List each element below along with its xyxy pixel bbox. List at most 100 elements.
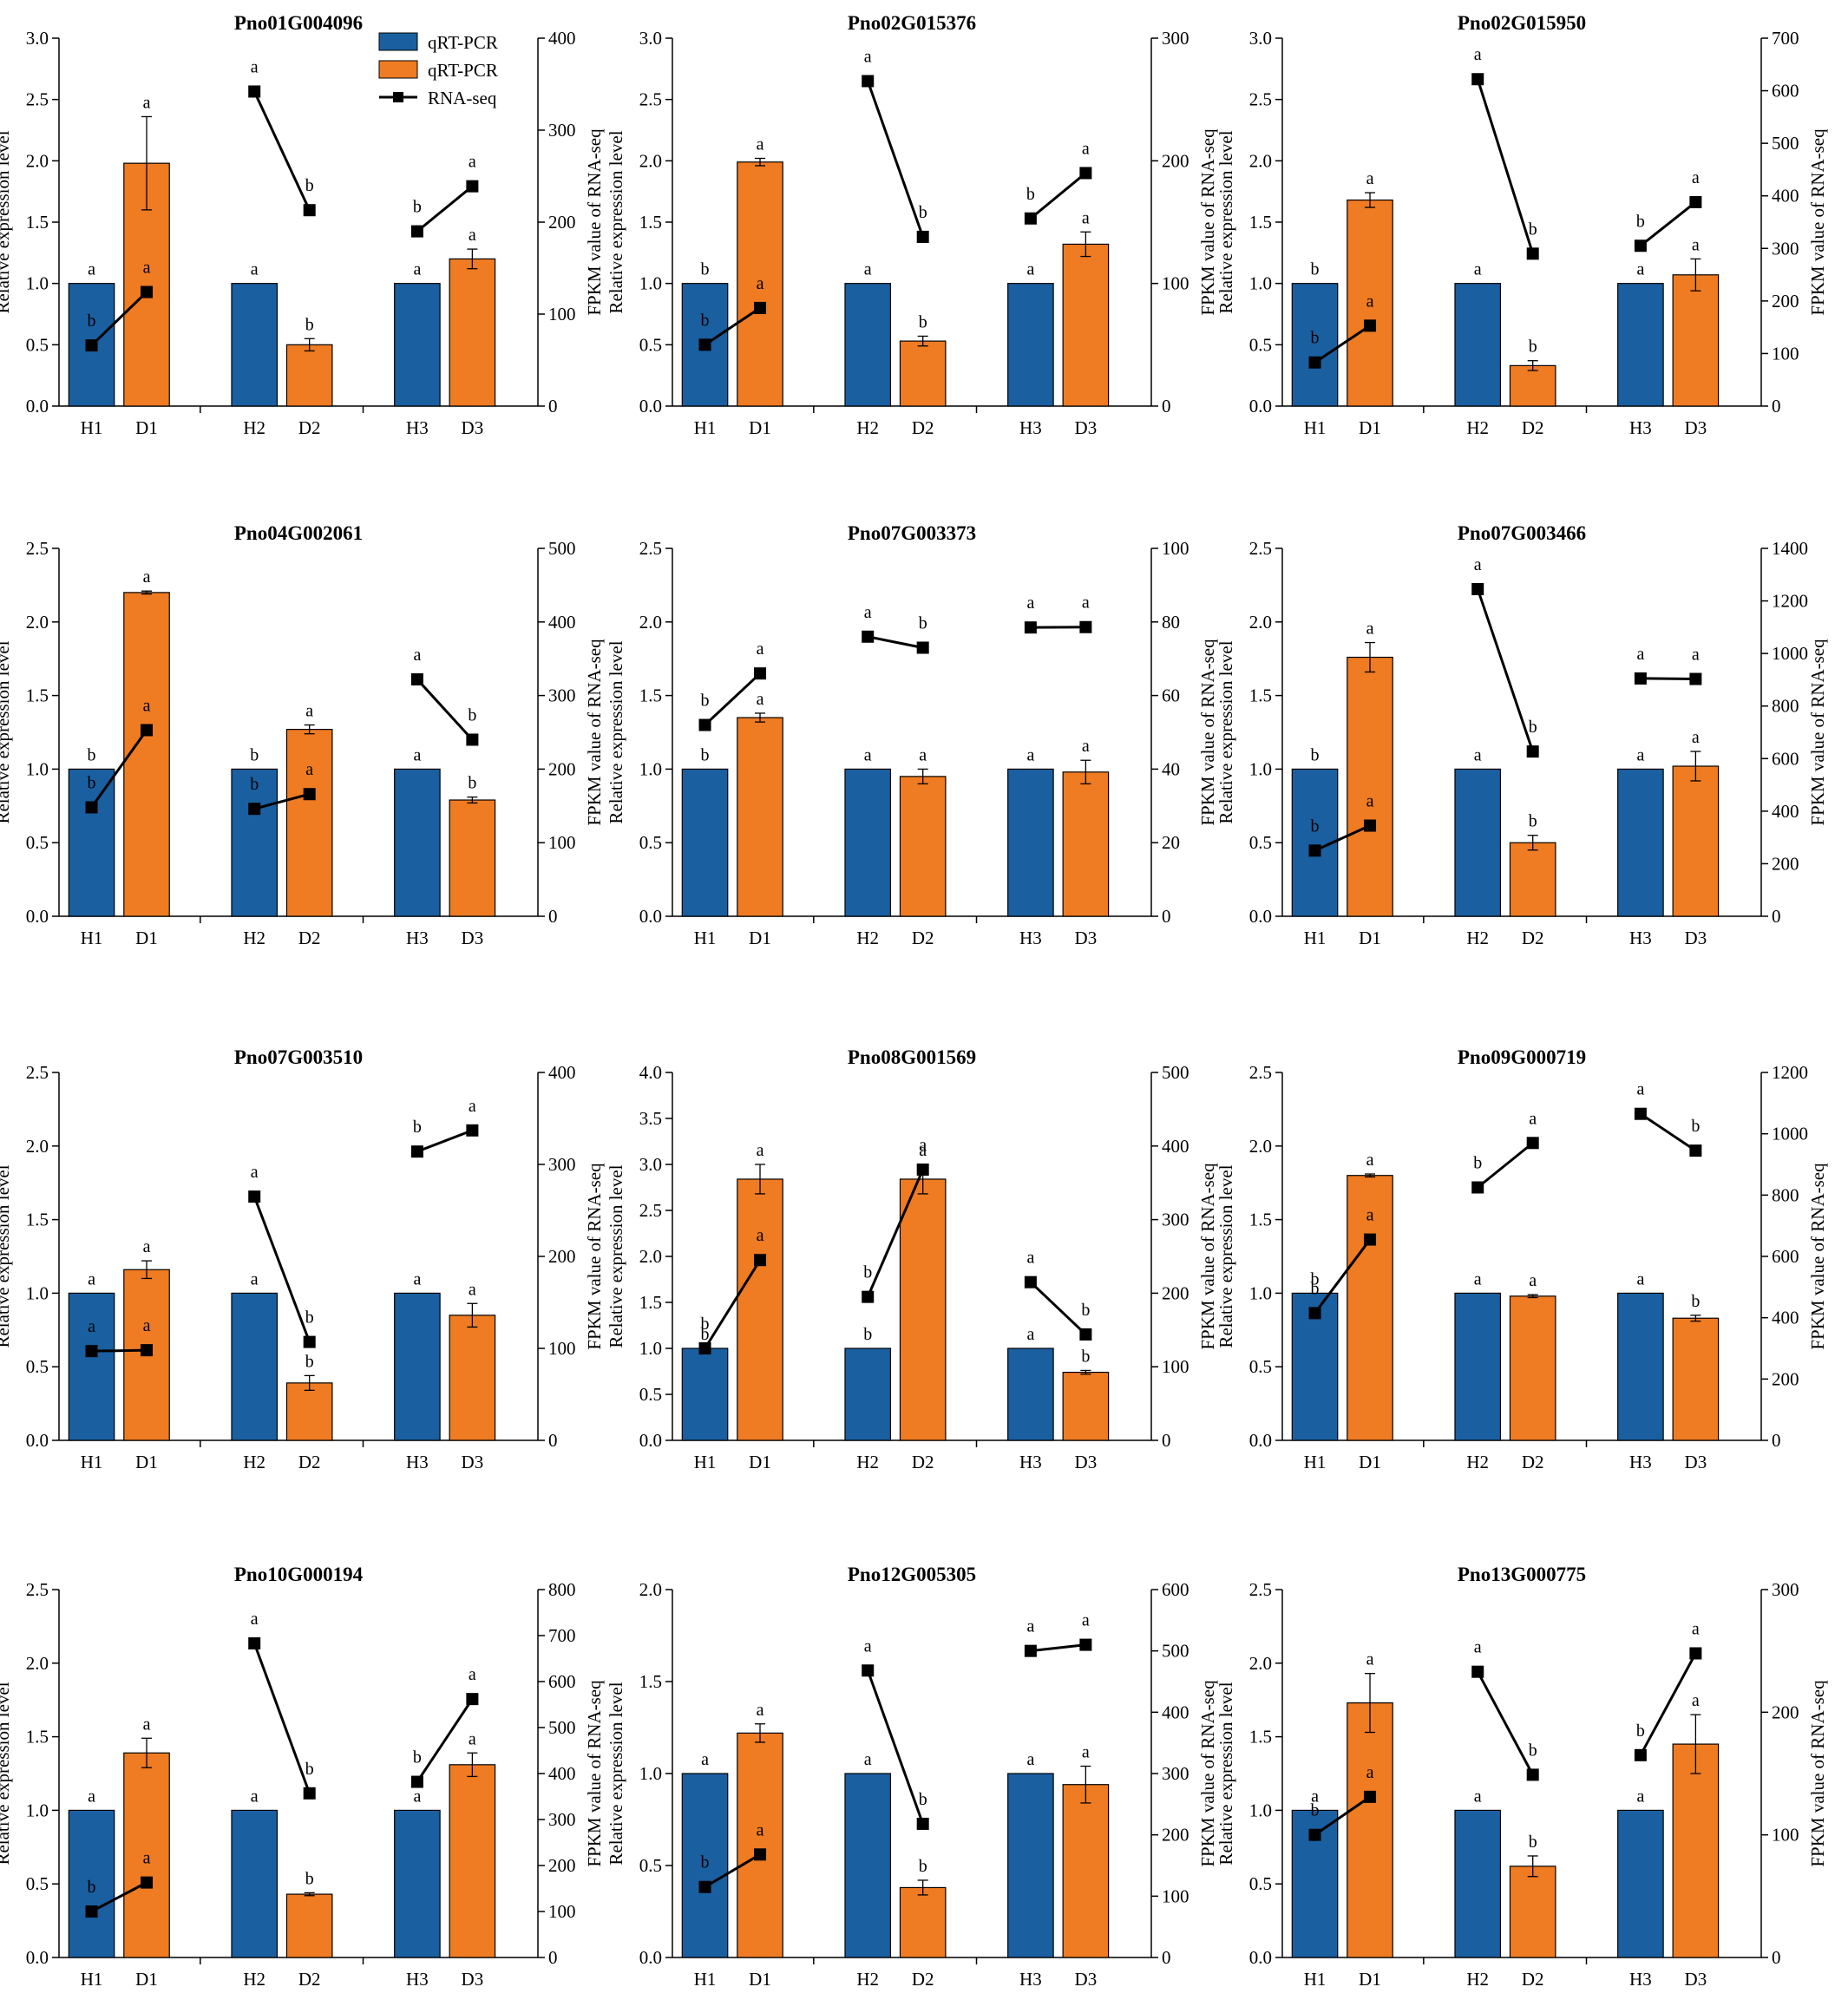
bar [681,1773,729,1958]
line-significance-letter: b [919,203,927,222]
y-tick-label: 1.0 [26,1800,49,1820]
y-tick-label: 2.5 [1249,538,1272,559]
y-tick-label: 0.0 [639,906,662,927]
bar-significance-letter: b [305,1352,314,1371]
line-significance-letter: a [1474,45,1482,64]
x-tick-label: D2 [912,1452,934,1472]
bar [449,1764,496,1958]
bar-significance-letter: a [251,260,259,279]
y2-tick-label: 300 [548,1154,576,1175]
bar-significance-letter: a [251,1787,259,1806]
rnaseq-point [1526,1768,1539,1781]
bar-significance-letter: a [864,1750,872,1769]
line-significance-letter: b [1081,1301,1090,1320]
x-tick-label: H2 [856,417,879,438]
bar-significance-letter: a [469,226,476,245]
line-significance-letter: a [1082,593,1090,613]
bar [1617,1809,1664,1958]
x-tick-label: D3 [462,928,484,948]
rnaseq-point [698,338,711,351]
rnaseq-point [85,1905,98,1918]
y-tick-label: 2.5 [26,1579,49,1600]
y-tick-label: 2.0 [26,1653,49,1674]
rnaseq-point [1634,1748,1647,1761]
y2-tick-label: 800 [548,1579,576,1600]
y-tick-label: 0.5 [639,832,662,853]
rnaseq-point [1024,1644,1037,1657]
rnaseq-point [303,204,316,217]
x-tick-label: D3 [1075,928,1098,948]
y2-tick-label: 500 [1772,133,1799,154]
chart-panel: Pno08G001569 0.0 0.5 1.0 1.5 2.0 2.5 3.0 3.5 4.0 0… [606,1046,1218,1472]
bar-significance-letter: a [1529,1271,1537,1290]
y2-tick-label: 500 [1162,1062,1189,1083]
chart-panel: Pno04G002061 0.0 0.5 1.0 1.5 2.0 2.5 0 100 200 300… [0,522,605,948]
x-tick-label: D1 [1359,1452,1381,1472]
rnaseq-point [466,1693,479,1706]
rnaseq-point [1526,247,1539,260]
x-tick-label: H1 [1304,417,1327,438]
chart-title: Pno08G001569 [848,1046,976,1068]
line-significance-letter: b [468,705,476,725]
y-axis-label: Relative expression level [606,640,626,823]
bar-significance-letter: a [701,1750,709,1769]
y2-tick-label: 1000 [1772,1124,1808,1144]
rnaseq-point [410,225,423,238]
y2-tick-label: 200 [1162,1282,1189,1303]
panels: Pno01G0040960.00.51.01.52.02.53.00100200… [0,12,1828,1990]
y-tick-label: 2.5 [1249,1579,1272,1600]
x-tick-label: H1 [694,928,717,948]
line-significance-letter: b [305,1308,314,1328]
line-significance-letter: a [864,1636,872,1656]
rnaseq-point [248,1637,261,1650]
rnaseq-point [1364,1233,1377,1246]
rnaseq-point [85,1345,98,1358]
y-tick-label: 0.5 [1249,832,1272,853]
bar [1672,1743,1720,1958]
y-tick-label: 0.5 [639,1855,662,1876]
line-significance-letter: a [469,1097,476,1116]
y-axis-label: Relative expression level [1216,130,1236,313]
y2-tick-label: 200 [548,758,576,779]
chart-title: Pno04G002061 [234,522,363,544]
legend-marker-rnaseq [393,92,403,102]
x-tick-label: H1 [694,1452,717,1472]
rnaseq-point [1079,1638,1092,1651]
bar-significance-letter: b [919,312,927,331]
y-tick-label: 3.0 [639,28,662,49]
chart-title: Pno07G003373 [848,522,976,544]
rnaseq-point [698,718,711,731]
line-significance-letter: b [1529,220,1537,239]
y2-tick-label: 700 [1772,28,1799,49]
bar-significance-letter: a [1366,169,1374,188]
chart-panel: Pno02G015950 0.0 0.5 1.0 1.5 2.0 2.5 3.0 0 100 200… [1216,12,1828,438]
chart-title: Pno13G000775 [1458,1564,1586,1585]
y2-tick-label: 700 [548,1625,576,1646]
x-tick-label: H3 [1019,1452,1042,1472]
y-tick-label: 1.0 [1249,1282,1272,1303]
line-significance-letter: a [757,1226,764,1245]
y-tick-label: 2.0 [639,612,662,633]
rnaseq-line [866,1669,925,1825]
line-significance-letter: b [919,613,927,633]
bar [1672,1317,1720,1441]
bar [1454,768,1502,917]
y2-tick-label: 200 [1772,291,1799,311]
y-tick-label: 0.5 [26,334,49,355]
bar-significance-letter: b [250,745,259,764]
bar [681,768,729,917]
bar-significance-letter: a [919,745,927,764]
y-tick-label: 0.5 [639,1384,662,1405]
rnaseq-point [754,1254,767,1267]
rnaseq-point [410,1145,423,1158]
rnaseq-point [1364,819,1377,832]
line-significance-letter: a [1026,1617,1034,1636]
bar [1509,842,1556,917]
bar-significance-letter: a [1474,745,1482,764]
bar [231,283,279,407]
rnaseq-point [303,1335,316,1348]
rnaseq-line [90,291,148,347]
line-significance-letter: a [469,153,476,172]
y2-tick-label: 600 [1772,81,1799,102]
y-tick-label: 1.5 [26,1727,49,1748]
